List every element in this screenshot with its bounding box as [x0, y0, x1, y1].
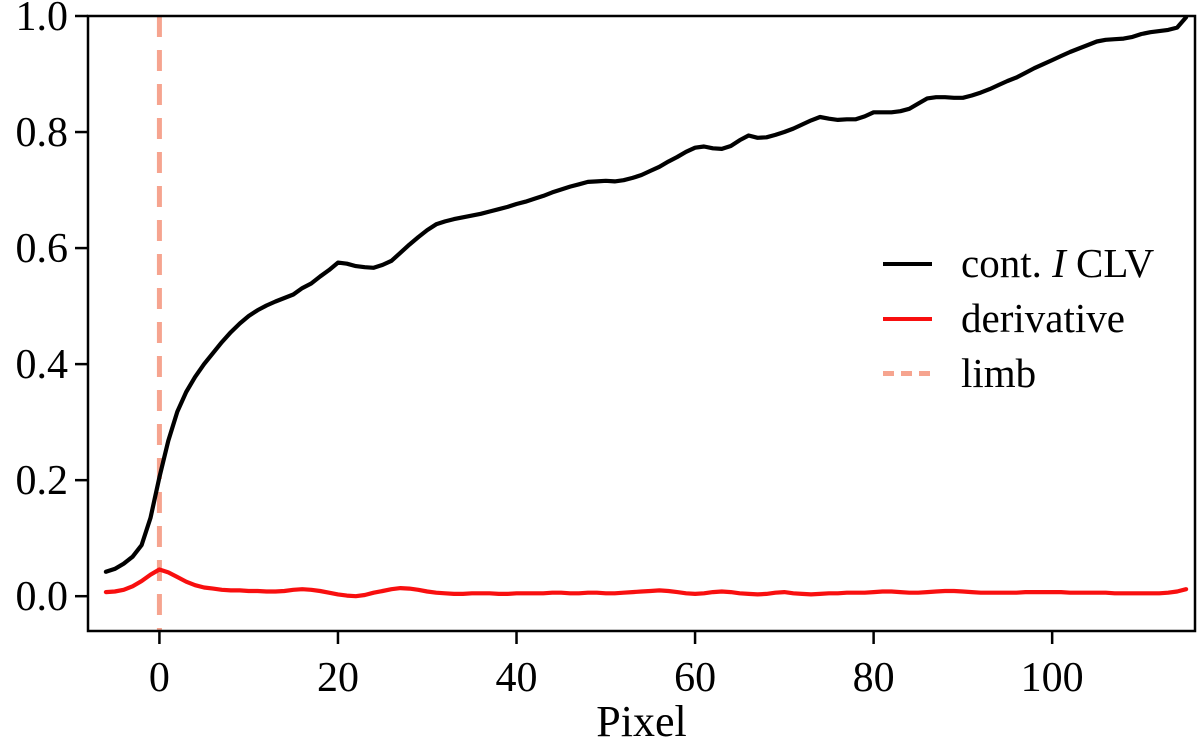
legend-line-derivative-swatch	[883, 316, 932, 321]
legend-item-derivative: derivative	[883, 291, 1154, 346]
y-tick-label: 1.0	[16, 0, 69, 40]
y-tick-label: 0.4	[16, 342, 69, 388]
legend: cont. I CLV derivative limb	[883, 236, 1154, 401]
y-tick-label: 0.6	[16, 226, 69, 272]
derivative-line	[103, 567, 1189, 599]
x-tick-label: 20	[317, 655, 359, 701]
y-tick-label: 0.2	[16, 458, 69, 504]
legend-label-clv: cont. I CLV	[961, 243, 1154, 284]
plot-frame	[86, 14, 1197, 633]
legend-label-clv-post: CLV	[1065, 240, 1155, 286]
x-tick-label: 80	[853, 655, 895, 701]
legend-item-limb: limb	[883, 346, 1154, 401]
legend-label-clv-italic: I	[1052, 240, 1066, 286]
legend-label-clv-pre: cont.	[961, 240, 1053, 286]
legend-item-clv: cont. I CLV	[883, 236, 1154, 291]
y-tick-label: 0.8	[16, 110, 69, 156]
y-tick-label: 0.0	[16, 574, 69, 620]
x-tick-label: 60	[674, 655, 716, 701]
x-tick-label: 100	[1021, 655, 1084, 701]
x-axis-title: Pixel	[596, 697, 687, 746]
legend-line-limb-swatch	[883, 371, 932, 376]
x-tick-label: 40	[496, 655, 538, 701]
legend-line-clv-swatch	[883, 261, 932, 266]
legend-label-derivative: derivative	[961, 295, 1125, 341]
clv-line	[103, 15, 1189, 574]
legend-label-limb: limb	[961, 350, 1037, 396]
x-tick-label: 0	[149, 655, 170, 701]
